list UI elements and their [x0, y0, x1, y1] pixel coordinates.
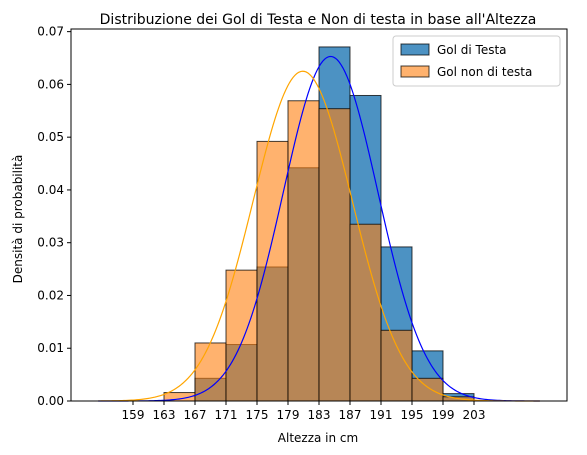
x-tick-label: 175	[246, 408, 269, 422]
x-tick-label: 163	[153, 408, 176, 422]
histogram-bar-2-2	[194, 342, 227, 402]
y-tick-label: 0.07	[37, 25, 64, 39]
y-tick-label: 0.01	[37, 341, 64, 355]
x-tick-label: 171	[215, 408, 238, 422]
x-tick-label: 179	[277, 408, 300, 422]
y-tick-label: 0.06	[37, 77, 64, 91]
legend-label-1: Gol di Testa	[437, 43, 507, 57]
x-tick-label: 195	[401, 408, 424, 422]
y-tick-label: 0.02	[37, 288, 64, 302]
y-tick-label: 0.00	[37, 394, 64, 408]
x-tick-label: 203	[463, 408, 486, 422]
histogram-bar-2-4	[256, 140, 289, 402]
x-tick-label: 159	[122, 408, 145, 422]
histogram-bar-2-6	[318, 108, 351, 402]
plot-area	[70, 28, 568, 402]
chart-title: Distribuzione dei Gol di Testa e Non di …	[100, 12, 537, 28]
legend: Gol di Testa Gol non di testa	[392, 35, 561, 87]
density-curve-2	[98, 70, 540, 402]
x-axis-label: Altezza in cm	[278, 431, 358, 445]
histogram-bar-2-3	[225, 269, 258, 402]
x-tick-label: 187	[339, 408, 362, 422]
legend-swatch-2	[400, 65, 430, 78]
x-tick-label: 183	[308, 408, 331, 422]
y-tick-label: 0.03	[37, 236, 64, 250]
histogram-bar-2-9	[411, 377, 444, 402]
x-tick-label: 167	[184, 408, 207, 422]
legend-box	[392, 35, 561, 87]
y-tick-label: 0.04	[37, 183, 64, 197]
axis-ticks: 159 163 167 171 175 179 183 187 191 195 199 203 0.00…	[37, 25, 485, 422]
y-tick-label: 0.05	[37, 130, 64, 144]
y-axis-label: Densità di probabilità	[11, 155, 25, 284]
x-tick-label: 191	[370, 408, 393, 422]
legend-label-2: Gol non di testa	[437, 65, 532, 79]
histogram-bar-2-5	[287, 100, 320, 402]
legend-swatch-1	[400, 43, 430, 56]
density-curve-1	[98, 55, 540, 402]
x-tick-label: 199	[432, 408, 455, 422]
